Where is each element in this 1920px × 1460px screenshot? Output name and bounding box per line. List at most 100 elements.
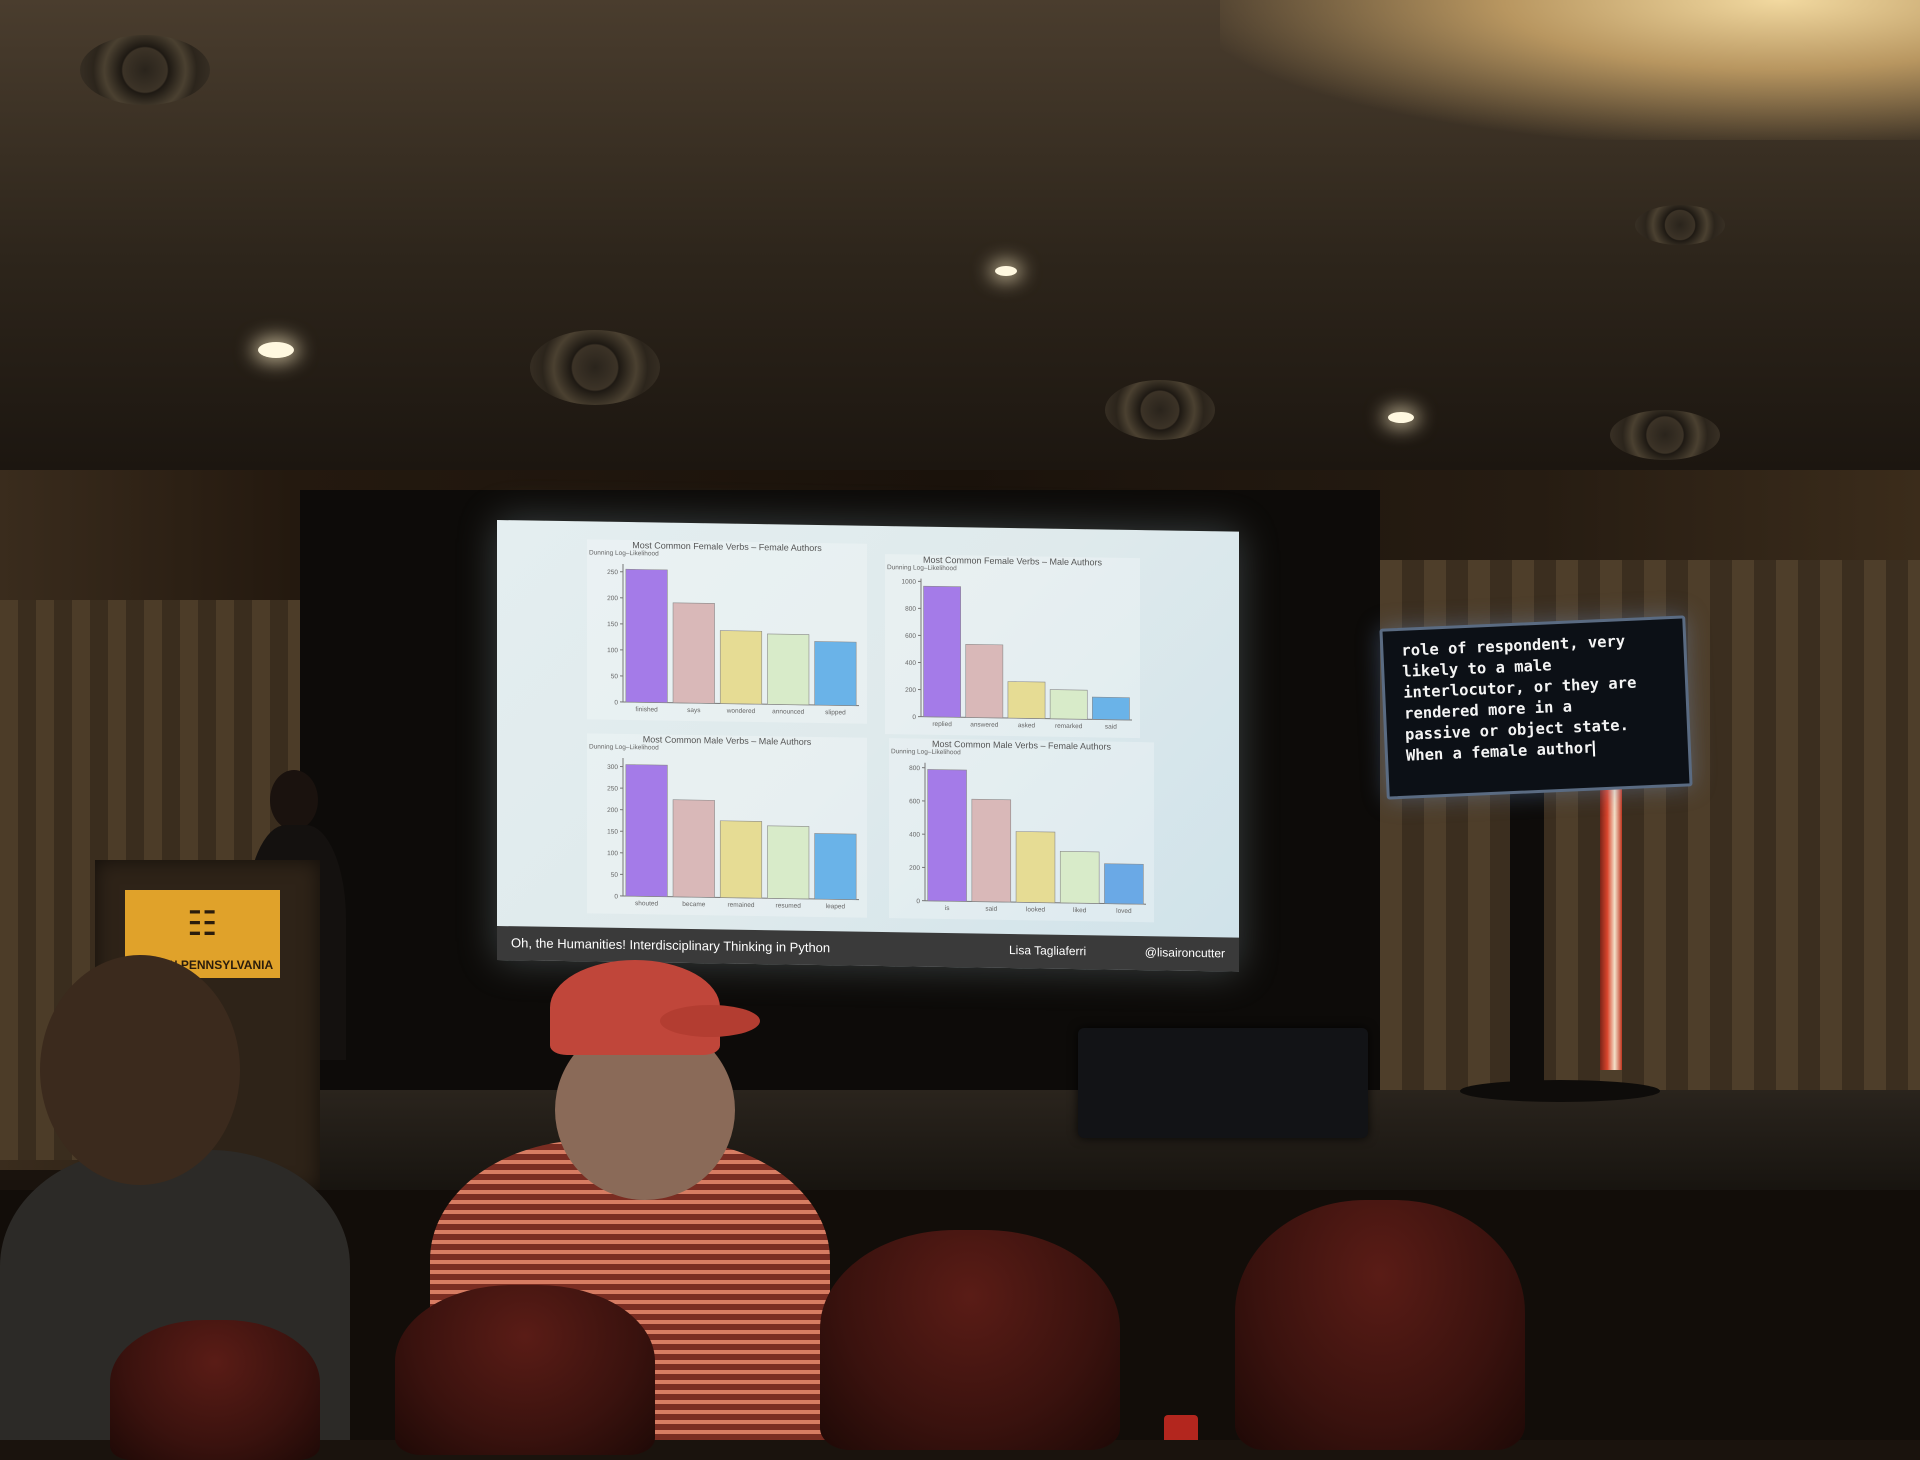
x-tick-label: looked xyxy=(1026,906,1046,913)
bar-said xyxy=(1092,697,1129,720)
y-tick-label: 150 xyxy=(607,621,618,628)
pycon-logo-icon: ☷ xyxy=(187,904,217,944)
bar-chart: 0 200 400 600 800 is said looked liked loved xyxy=(889,756,1154,922)
chart-ylabel: Dunning Log–Likelihood xyxy=(887,564,957,572)
chart-panel-male-verbs-male-authors: Most Common Male Verbs – Male Authors Du… xyxy=(587,733,867,917)
chart-ylabel: Dunning Log–Likelihood xyxy=(589,743,659,751)
bar-shouted xyxy=(626,764,668,896)
x-tick-label: remained xyxy=(727,902,754,909)
y-tick-label: 0 xyxy=(916,898,920,905)
ceiling-vent xyxy=(1105,380,1215,440)
ceiling-light xyxy=(995,266,1017,276)
x-tick-label: wondered xyxy=(726,708,756,715)
y-tick-label: 200 xyxy=(905,687,916,694)
y-tick-label: 250 xyxy=(607,569,618,576)
x-tick-label: finished xyxy=(635,706,658,713)
caption-monitor: role of respondent, very likely to a mal… xyxy=(1379,615,1692,799)
y-tick-label: 50 xyxy=(611,872,619,879)
x-tick-label: remarked xyxy=(1055,723,1083,730)
chart-ylabel: Dunning Log–Likelihood xyxy=(891,748,961,756)
bar-leaped xyxy=(815,833,857,899)
chart-panel-female-verbs-female-authors: Most Common Female Verbs – Female Author… xyxy=(587,539,867,723)
chart-panel-female-verbs-male-authors: Most Common Female Verbs – Male Authors … xyxy=(885,554,1140,738)
ceiling-vent xyxy=(1610,410,1720,460)
ceiling-light xyxy=(1388,412,1414,423)
ceiling-vent xyxy=(1635,205,1725,245)
y-tick-label: 0 xyxy=(614,699,618,706)
chair xyxy=(820,1230,1120,1450)
x-tick-label: said xyxy=(1105,724,1117,731)
y-tick-label: 50 xyxy=(611,673,619,680)
y-tick-label: 200 xyxy=(607,807,618,814)
bar-says xyxy=(673,603,715,704)
ceiling-light-glow xyxy=(1220,0,1920,140)
x-tick-label: says xyxy=(687,707,701,714)
y-tick-label: 0 xyxy=(614,893,618,900)
y-tick-label: 300 xyxy=(607,764,618,771)
x-tick-label: became xyxy=(682,901,706,908)
y-tick-label: 600 xyxy=(909,798,920,805)
y-tick-label: 600 xyxy=(905,633,916,640)
soda-can xyxy=(1164,1415,1198,1440)
bar-remarked xyxy=(1050,690,1087,720)
live-caption-text: role of respondent, very likely to a mal… xyxy=(1401,629,1676,767)
monitor-stand xyxy=(1510,785,1544,1085)
ceiling-light xyxy=(258,342,294,358)
chair xyxy=(110,1320,320,1460)
bar-finished xyxy=(626,569,668,702)
monitor-base xyxy=(1460,1080,1660,1102)
projection-screen: Most Common Female Verbs – Female Author… xyxy=(497,520,1239,972)
chair xyxy=(1235,1200,1525,1450)
y-tick-label: 800 xyxy=(905,606,916,613)
x-tick-label: answered xyxy=(970,721,999,728)
ceiling-vent xyxy=(80,35,210,105)
bar-remained xyxy=(720,821,762,898)
x-tick-label: replied xyxy=(932,721,952,728)
bar-asked xyxy=(1008,681,1045,718)
y-tick-label: 250 xyxy=(607,785,618,792)
speaker-head xyxy=(270,770,318,830)
bar-loved xyxy=(1104,864,1143,905)
bar-wondered xyxy=(720,631,762,705)
y-tick-label: 100 xyxy=(607,647,618,654)
cable xyxy=(1600,780,1622,1070)
x-tick-label: slipped xyxy=(825,709,846,716)
y-tick-label: 200 xyxy=(909,865,920,872)
speaker-name: Lisa Tagliaferri xyxy=(1009,943,1086,958)
y-tick-label: 400 xyxy=(905,660,916,667)
bar-looked xyxy=(1016,831,1055,902)
x-tick-label: shouted xyxy=(635,900,659,907)
y-tick-label: 200 xyxy=(607,595,618,602)
y-tick-label: 800 xyxy=(909,765,920,772)
chair xyxy=(395,1285,655,1455)
y-tick-label: 0 xyxy=(912,714,916,721)
bar-is xyxy=(928,769,967,901)
bar-replied xyxy=(924,586,961,717)
bar-resumed xyxy=(767,826,809,899)
y-tick-label: 100 xyxy=(607,850,618,857)
y-tick-label: 400 xyxy=(909,831,920,838)
bar-slipped xyxy=(815,641,857,705)
x-tick-label: is xyxy=(945,905,950,912)
y-tick-label: 150 xyxy=(607,829,618,836)
chart-panel-male-verbs-female-authors: Most Common Male Verbs – Female Authors … xyxy=(889,738,1154,922)
x-tick-label: loved xyxy=(1116,908,1132,915)
bar-said xyxy=(972,799,1011,902)
bar-chart: 0 50 100 150 200 250 300 shouted became remained r… xyxy=(587,751,867,917)
x-tick-label: resumed xyxy=(776,902,802,909)
bar-became xyxy=(673,800,715,898)
x-tick-label: leaped xyxy=(826,903,846,910)
talk-title: Oh, the Humanities! Interdisciplinary Th… xyxy=(511,935,830,955)
bar-chart: 0 50 100 150 200 250 finished says wondered annou… xyxy=(587,557,867,723)
cap-brim xyxy=(660,1005,760,1037)
x-tick-label: liked xyxy=(1073,907,1087,914)
x-tick-label: announced xyxy=(772,708,805,716)
audience-member-left-head xyxy=(40,955,240,1185)
bar-liked xyxy=(1060,851,1099,903)
ceiling-vent xyxy=(530,330,660,405)
x-tick-label: said xyxy=(985,906,997,913)
bar-answered xyxy=(966,644,1003,718)
bar-announced xyxy=(767,634,809,705)
chart-ylabel: Dunning Log–Likelihood xyxy=(589,549,659,557)
